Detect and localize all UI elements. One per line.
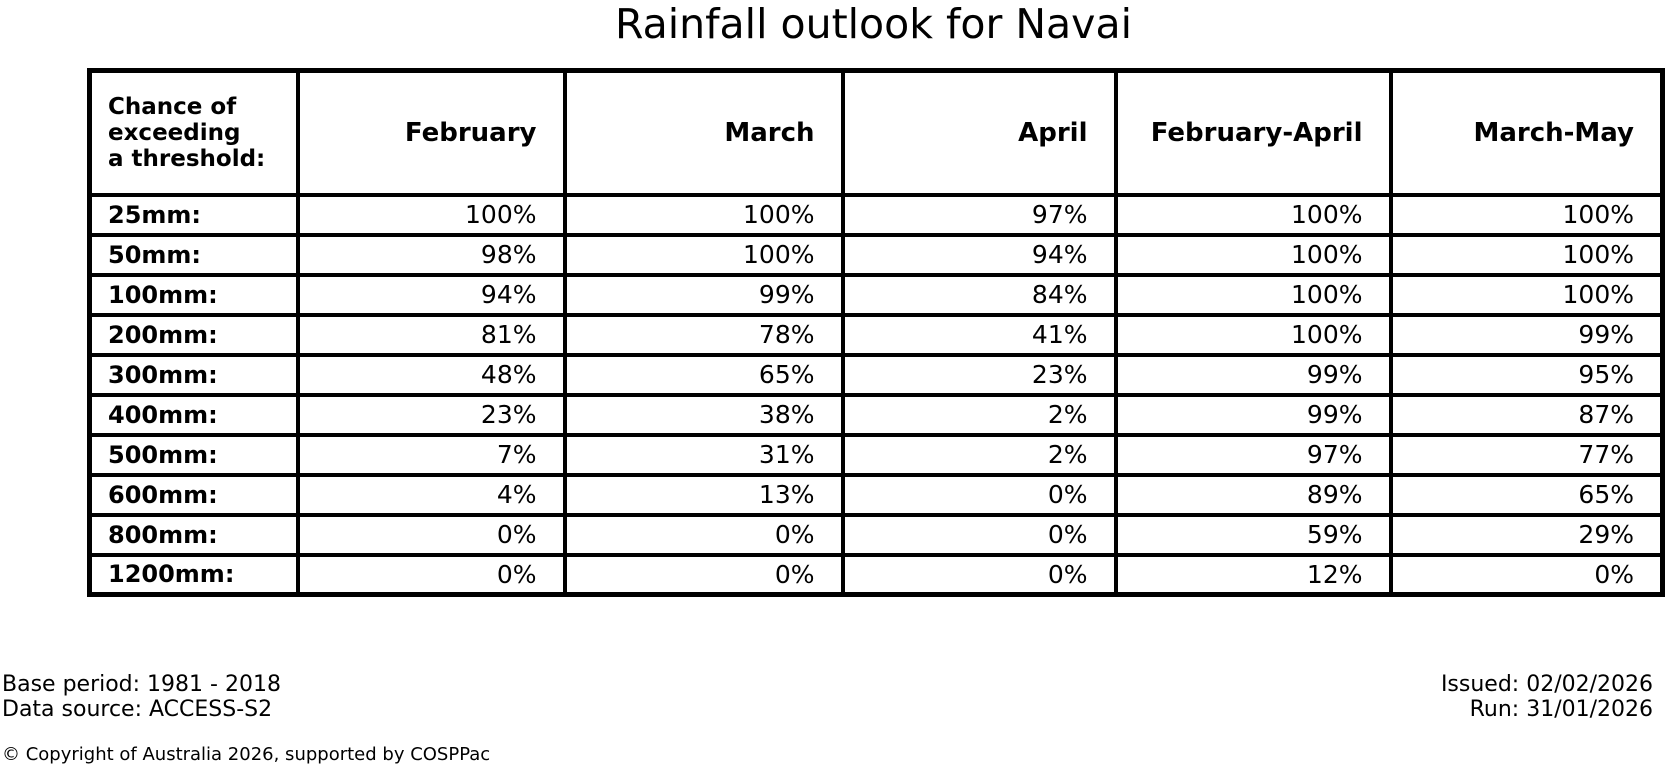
value-cell: 100% [562, 232, 845, 277]
value-cell: 0% [840, 472, 1118, 517]
value-cell: 41% [840, 312, 1118, 357]
value-cell: 38% [562, 392, 845, 437]
table-row: 25mm: 100% 100% 97% 100% 100% [87, 192, 1665, 237]
column-header-february-april: February-April [1113, 68, 1393, 197]
column-header-april: April [840, 68, 1118, 197]
table-row: 600mm: 4% 13% 0% 89% 65% [87, 472, 1665, 517]
value-cell: 89% [1113, 472, 1393, 517]
value-cell: 100% [1388, 272, 1665, 317]
value-cell: 48% [295, 352, 567, 397]
table-row: 800mm: 0% 0% 0% 59% 29% [87, 512, 1665, 557]
value-cell: 2% [840, 432, 1118, 477]
value-cell: 100% [295, 192, 567, 237]
page-title: Rainfall outlook for Navai [615, 0, 1132, 48]
value-cell: 23% [840, 352, 1118, 397]
table-row: 100mm: 94% 99% 84% 100% 100% [87, 272, 1665, 317]
value-cell: 78% [562, 312, 845, 357]
value-cell: 94% [295, 272, 567, 317]
threshold-label: 300mm: [87, 352, 300, 397]
threshold-label: 400mm: [87, 392, 300, 437]
value-cell: 100% [562, 192, 845, 237]
value-cell: 59% [1113, 512, 1393, 557]
value-cell: 94% [840, 232, 1118, 277]
threshold-label: 200mm: [87, 312, 300, 357]
run-text: Run: 31/01/2026 [1469, 697, 1653, 722]
threshold-label: 25mm: [87, 192, 300, 237]
base-period-text: Base period: 1981 - 2018 [2, 672, 281, 697]
value-cell: 97% [1113, 432, 1393, 477]
value-cell: 29% [1388, 512, 1665, 557]
threshold-label: 500mm: [87, 432, 300, 477]
value-cell: 100% [1388, 232, 1665, 277]
issued-text: Issued: 02/02/2026 [1440, 672, 1653, 697]
value-cell: 100% [1113, 192, 1393, 237]
threshold-label: 50mm: [87, 232, 300, 277]
value-cell: 100% [1388, 192, 1665, 237]
column-header-february: February [295, 68, 567, 197]
value-cell: 99% [562, 272, 845, 317]
value-cell: 65% [562, 352, 845, 397]
value-cell: 97% [840, 192, 1118, 237]
value-cell: 65% [1388, 472, 1665, 517]
table-row: 1200mm: 0% 0% 0% 12% 0% [87, 552, 1665, 597]
value-cell: 0% [562, 552, 845, 597]
header-row: Chance of exceeding a threshold: Februar… [87, 68, 1665, 197]
threshold-label: 600mm: [87, 472, 300, 517]
value-cell: 0% [295, 552, 567, 597]
value-cell: 2% [840, 392, 1118, 437]
column-header-march-may: March-May [1388, 68, 1665, 197]
value-cell: 23% [295, 392, 567, 437]
value-cell: 31% [562, 432, 845, 477]
value-cell: 77% [1388, 432, 1665, 477]
rainfall-outlook-table: Chance of exceeding a threshold: Februar… [87, 68, 1665, 597]
value-cell: 0% [295, 512, 567, 557]
footer-right: Issued: 02/02/2026 Run: 31/01/2026 [1441, 672, 1653, 722]
value-cell: 87% [1388, 392, 1665, 437]
copyright-text: © Copyright of Australia 2026, supported… [2, 744, 491, 765]
value-cell: 12% [1113, 552, 1393, 597]
value-cell: 98% [295, 232, 567, 277]
value-cell: 100% [1113, 312, 1393, 357]
value-cell: 99% [1113, 392, 1393, 437]
value-cell: 99% [1113, 352, 1393, 397]
value-cell: 84% [840, 272, 1118, 317]
value-cell: 95% [1388, 352, 1665, 397]
value-cell: 81% [295, 312, 567, 357]
value-cell: 100% [1113, 232, 1393, 277]
table-row: 300mm: 48% 65% 23% 99% 95% [87, 352, 1665, 397]
table-row: 500mm: 7% 31% 2% 97% 77% [87, 432, 1665, 477]
threshold-label: 1200mm: [87, 552, 300, 597]
value-cell: 13% [562, 472, 845, 517]
threshold-label: 800mm: [87, 512, 300, 557]
value-cell: 0% [1388, 552, 1665, 597]
value-cell: 0% [840, 512, 1118, 557]
column-header-march: March [562, 68, 845, 197]
value-cell: 7% [295, 432, 567, 477]
value-cell: 0% [840, 552, 1118, 597]
column-header-threshold: Chance of exceeding a threshold: [87, 68, 300, 197]
threshold-label: 100mm: [87, 272, 300, 317]
value-cell: 0% [562, 512, 845, 557]
data-source-text: Data source: ACCESS-S2 [2, 697, 273, 722]
value-cell: 99% [1388, 312, 1665, 357]
value-cell: 100% [1113, 272, 1393, 317]
table-row: 400mm: 23% 38% 2% 99% 87% [87, 392, 1665, 437]
table-row: 200mm: 81% 78% 41% 100% 99% [87, 312, 1665, 357]
value-cell: 4% [295, 472, 567, 517]
footer-left: Base period: 1981 - 2018 Data source: AC… [2, 672, 281, 722]
table-row: 50mm: 98% 100% 94% 100% 100% [87, 232, 1665, 277]
